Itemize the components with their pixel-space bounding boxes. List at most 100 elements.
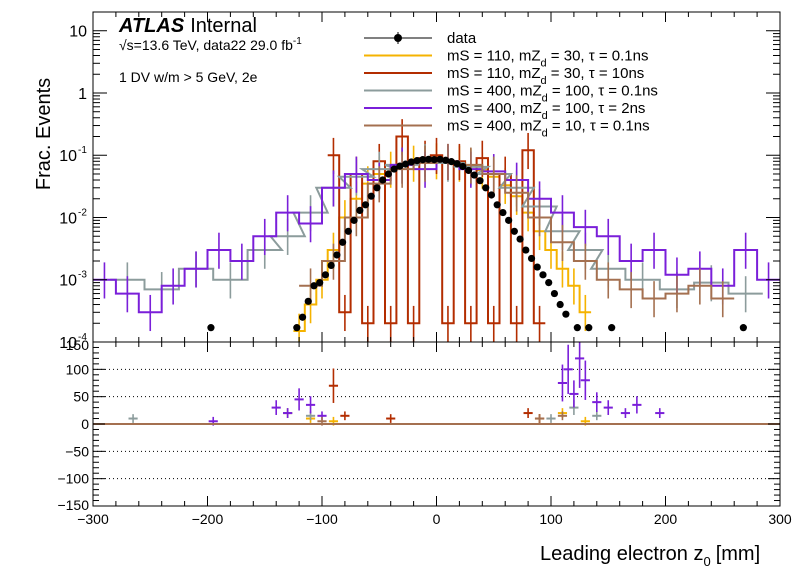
ratio-y-tick-label-2: 0 <box>81 416 89 432</box>
svg-text:Leading electron z0[mm]: Leading electron z0 [mm] <box>540 543 760 569</box>
x-tick-label-0: −300 <box>77 511 109 527</box>
data-point <box>442 156 450 164</box>
data-point <box>493 201 501 209</box>
main-y-tick-exponent-2: -2 <box>78 207 87 218</box>
data-point <box>430 156 438 164</box>
legend-label-rest: = 100, τ = 2ns <box>548 100 646 117</box>
data-point <box>453 160 461 168</box>
data-point <box>585 324 593 332</box>
data-point <box>608 324 616 332</box>
data-point <box>459 162 467 171</box>
data-point <box>550 289 559 298</box>
x-tick-label-2: −100 <box>306 511 338 527</box>
y-axis-title: Frac. Events <box>33 78 55 190</box>
data-point <box>482 184 490 192</box>
data-point <box>516 235 524 243</box>
data-point <box>396 162 404 170</box>
atlas-label: ATLAS Internal <box>118 15 257 37</box>
main-y-tick-label-5: 10 <box>69 24 87 41</box>
data-point <box>470 171 478 179</box>
data-point <box>424 155 433 163</box>
legend-label-main: mS = 110, mZ <box>447 65 541 82</box>
main-y-tick-label-2: 10 <box>59 210 77 227</box>
data-point <box>522 246 530 254</box>
legend-label-1: mS = 110, mZd = 30, τ = 0.1ns <box>447 48 648 70</box>
energy-lumi-superscript: -1 <box>293 36 302 47</box>
data-point <box>505 216 513 224</box>
data-point <box>447 158 455 166</box>
selection-label: 1 DV w/m > 5 GeV, 2e <box>119 69 258 85</box>
data-points <box>207 155 747 332</box>
legend-label-2: mS = 110, mZd = 30, τ = 10ns <box>447 65 644 87</box>
data-point <box>573 324 581 332</box>
data-point <box>298 313 307 321</box>
main-series-group <box>93 119 780 342</box>
x-tick-label-1: −200 <box>192 511 224 527</box>
data-point <box>556 300 564 309</box>
data-point <box>413 157 421 165</box>
data-point <box>419 156 427 164</box>
energy-lumi-label: √s=13.6 TeV, data22 29.0 fb-1 <box>119 36 302 53</box>
data-point <box>401 160 410 168</box>
ratio-y-tick-label-0: −100 <box>57 471 89 487</box>
data-point <box>339 238 347 246</box>
data-point <box>390 165 398 173</box>
main-y-tick-exponent-3: -1 <box>78 145 87 156</box>
data-point <box>487 191 496 199</box>
legend-label-rest: = 30, τ = 0.1ns <box>547 48 649 65</box>
legend-label-rest: = 30, τ = 10ns <box>547 65 645 82</box>
legend-label-subscript: d <box>541 75 547 87</box>
x-axis-title: Leading electron z0 [mm] <box>540 543 760 569</box>
legend-label-subscript: d <box>542 128 548 140</box>
x-tick-label-4: 100 <box>539 511 563 527</box>
data-point <box>293 324 301 332</box>
data-point <box>310 282 318 290</box>
data-point <box>350 216 358 224</box>
main-series-4-histogram <box>93 160 780 314</box>
data-point <box>436 155 444 163</box>
ratio-y-tick-label-1: −50 <box>65 443 89 459</box>
data-point <box>407 158 415 166</box>
legend-label-5: mS = 400, mZd = 10, τ = 0.1ns <box>447 118 650 140</box>
atlas-experiment-label: ATLAS <box>118 15 185 37</box>
data-point <box>510 227 518 235</box>
data-point <box>321 271 330 279</box>
legend-label-0: data <box>447 30 477 47</box>
data-point <box>739 324 747 332</box>
data-point <box>304 297 312 305</box>
legend-item-1: mS = 110, mZd = 30, τ = 0.1ns <box>364 48 648 70</box>
x-axis-title-unit: [mm] <box>716 543 760 565</box>
atlas-status-label: Internal <box>190 15 257 37</box>
energy-lumi-text: √s=13.6 TeV, data22 29.0 fb <box>119 37 293 53</box>
ratio-y-tick-label-4: 100 <box>66 361 90 377</box>
x-tick-label-6: 300 <box>768 511 792 527</box>
main-series-5 <box>299 143 735 318</box>
data-point <box>316 278 324 287</box>
data-point <box>361 201 370 209</box>
data-point <box>207 324 215 332</box>
ratio-axes: −300 −200 −100 0 100 200 300 −100 −50 0 50 100 150 −1… <box>57 337 791 527</box>
legend-marker-point <box>394 34 402 42</box>
legend-item-5: mS = 400, mZd = 10, τ = 0.1ns <box>364 118 650 140</box>
data-point <box>333 251 341 259</box>
legend-label-subscript: d <box>542 110 548 122</box>
data-point <box>562 310 570 318</box>
ratio-series-group <box>93 342 780 426</box>
x-axis-title-subscript: 0 <box>703 554 710 569</box>
ratio-plot-panel: −300 −200 −100 0 100 200 300 −100 −50 0 50 100 150 −1… <box>57 337 791 527</box>
ratio-y-bottom-label: −150 <box>57 497 89 513</box>
legend-label-subscript: d <box>541 58 547 70</box>
main-y-tick-exponent-1: -3 <box>78 270 87 281</box>
data-point <box>545 278 553 287</box>
legend-item-2: mS = 110, mZd = 30, τ = 10ns <box>364 65 644 87</box>
legend-label-main: mS = 400, mZ <box>447 83 542 100</box>
data-point <box>499 208 507 217</box>
legend-label-rest: = 10, τ = 0.1ns <box>548 118 650 135</box>
main-y-tick-label-4: 1 <box>78 86 87 103</box>
legend-label-4: mS = 400, mZd = 100, τ = 2ns <box>447 100 645 122</box>
legend-item-3: mS = 400, mZd = 100, τ = 0.1ns <box>364 83 658 105</box>
legend-label-main: mS = 110, mZ <box>447 48 541 65</box>
